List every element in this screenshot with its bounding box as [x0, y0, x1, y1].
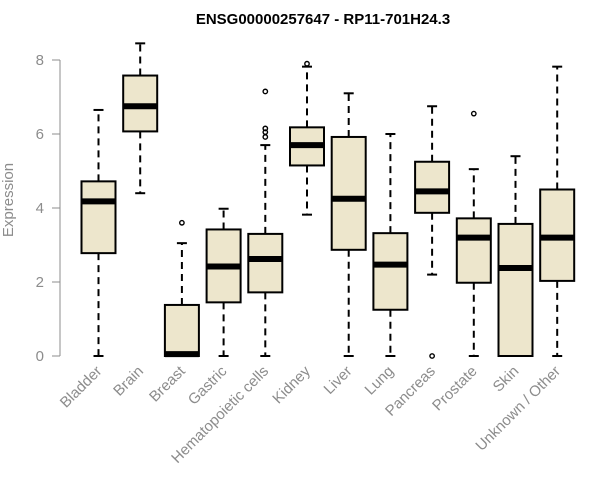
- y-tick-label: 6: [36, 126, 44, 143]
- box-body: [497, 222, 534, 357]
- y-axis: 0 2 4 6 8: [36, 52, 61, 365]
- box-body: [330, 135, 367, 251]
- box-brain: [122, 42, 159, 195]
- x-tick-label: Lung: [362, 363, 398, 399]
- x-tick-label: Breast: [146, 362, 189, 405]
- outlier-point: [262, 129, 269, 136]
- box-lung: [372, 133, 409, 357]
- box-kidney: [289, 60, 325, 216]
- box-unknown-other: [539, 65, 576, 357]
- y-tick-label: 0: [36, 348, 44, 365]
- outlier-point: [262, 125, 269, 132]
- outlier-point: [429, 353, 435, 359]
- box-skin: [497, 155, 534, 357]
- box-body: [247, 232, 284, 294]
- box-gastric: [205, 207, 242, 357]
- x-tick-label: Brain: [110, 363, 147, 400]
- box-pancreas: [414, 105, 451, 359]
- box-body: [455, 217, 492, 284]
- x-tick-label: Prostate: [429, 363, 481, 415]
- x-tick-label: Kidney: [269, 362, 314, 407]
- outlier-point: [470, 110, 477, 117]
- x-tick-label: Liver: [321, 363, 356, 398]
- outlier-point: [178, 219, 185, 226]
- box-prostate: [455, 110, 492, 357]
- y-tick-label: 4: [36, 200, 44, 217]
- box-bladder: [80, 108, 117, 357]
- y-tick-label: 8: [36, 52, 44, 69]
- y-axis-label: Expression: [0, 163, 17, 237]
- box-body: [163, 303, 200, 358]
- outlier-point: [262, 88, 269, 95]
- box-liver: [330, 92, 367, 357]
- x-tick-label: Bladder: [57, 363, 106, 412]
- box-breast: [163, 219, 200, 358]
- box-body: [372, 232, 409, 311]
- outlier-point: [304, 60, 310, 67]
- outlier-point: [262, 134, 269, 140]
- box-body: [80, 180, 117, 255]
- boxes-group: [80, 42, 576, 359]
- chart-title: ENSG00000257647 - RP11-701H24.3: [196, 11, 450, 28]
- box-hematopoietic-cells: [247, 88, 284, 357]
- box-body: [414, 160, 451, 214]
- y-tick-label: 2: [36, 274, 44, 291]
- x-tick-label: Skin: [490, 363, 523, 396]
